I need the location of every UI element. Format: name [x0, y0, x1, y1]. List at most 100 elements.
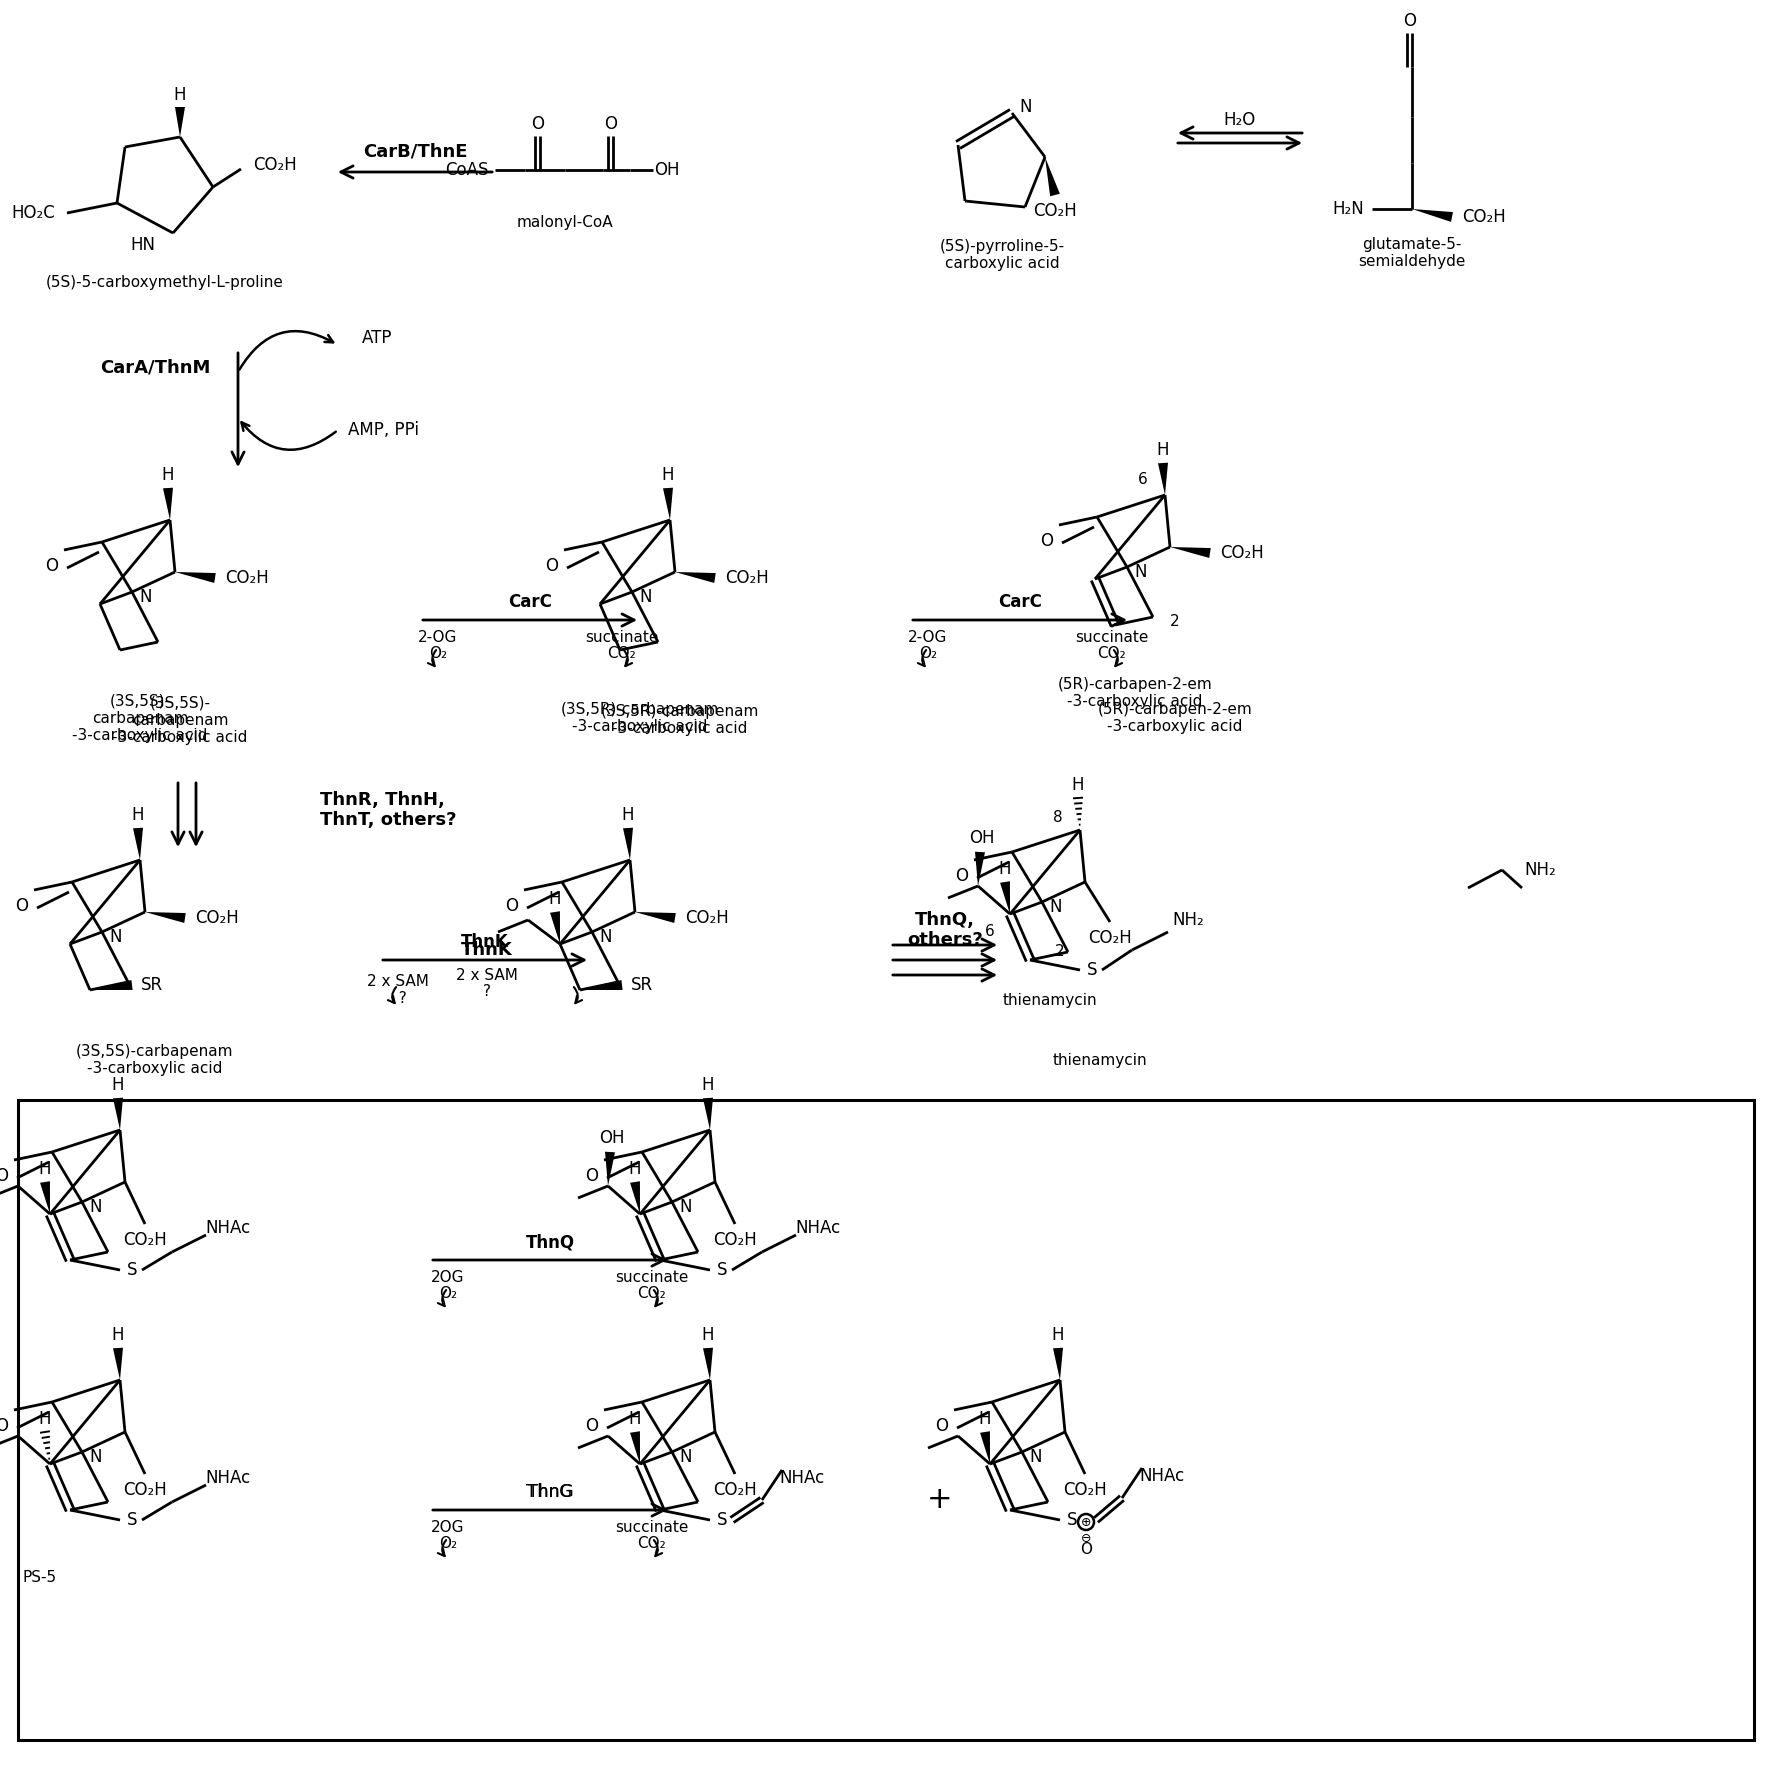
Text: NHAc: NHAc [206, 1219, 250, 1236]
Polygon shape [113, 1098, 122, 1130]
Polygon shape [549, 911, 560, 945]
Text: O: O [546, 556, 558, 576]
Polygon shape [163, 487, 174, 519]
Text: NHAc: NHAc [796, 1219, 840, 1236]
Text: 2 x SAM
  ?: 2 x SAM ? [367, 973, 429, 1007]
Text: S: S [1067, 1512, 1077, 1529]
Text: (3S,5R)-carbapenam
-3-carboxylic acid: (3S,5R)-carbapenam -3-carboxylic acid [601, 705, 758, 736]
Text: ⊖: ⊖ [1081, 1531, 1092, 1545]
Polygon shape [145, 911, 186, 924]
Text: (5R)-carbapen-2-em
-3-carboxylic acid: (5R)-carbapen-2-em -3-carboxylic acid [1097, 701, 1253, 735]
Text: O: O [585, 1416, 599, 1436]
Text: S: S [1086, 961, 1097, 978]
Text: H: H [39, 1160, 51, 1178]
Text: O: O [955, 867, 969, 885]
Polygon shape [1170, 547, 1210, 558]
Text: N: N [140, 588, 152, 606]
Text: (5S)-pyrroline-5-
carboxylic acid: (5S)-pyrroline-5- carboxylic acid [939, 238, 1065, 272]
Text: O₂: O₂ [439, 1286, 457, 1300]
Text: N: N [90, 1448, 103, 1466]
Text: CO₂H: CO₂H [1462, 208, 1506, 226]
Text: CO₂H: CO₂H [712, 1231, 757, 1249]
Text: 2-OG: 2-OG [909, 630, 948, 646]
Text: SR: SR [142, 977, 163, 994]
Text: HN: HN [131, 237, 156, 254]
Text: 6: 6 [985, 924, 994, 940]
Polygon shape [999, 881, 1010, 915]
Text: H: H [629, 1409, 641, 1429]
Text: N: N [1019, 97, 1033, 117]
Text: H₂N: H₂N [1333, 200, 1364, 217]
Text: ThnQ: ThnQ [526, 1233, 574, 1250]
Text: H: H [1157, 442, 1170, 459]
Text: O: O [532, 115, 544, 132]
Text: N: N [1049, 897, 1061, 917]
Polygon shape [980, 1430, 991, 1464]
Polygon shape [631, 1181, 640, 1213]
Text: CO₂H: CO₂H [122, 1231, 167, 1249]
Text: CO₂H: CO₂H [225, 569, 269, 586]
Text: N: N [110, 927, 122, 947]
Text: O: O [16, 897, 28, 915]
Text: O₂: O₂ [439, 1535, 457, 1551]
Text: CO₂H: CO₂H [1063, 1482, 1108, 1499]
Polygon shape [41, 1181, 50, 1213]
Text: CoAS: CoAS [445, 161, 489, 178]
Text: (3S,5S)-
carbapenam
-3-carboxylic acid: (3S,5S)- carbapenam -3-carboxylic acid [73, 692, 207, 743]
Text: S: S [128, 1512, 136, 1529]
Text: H: H [1072, 775, 1084, 795]
Text: NHAc: NHAc [206, 1469, 250, 1487]
Text: CO₂H: CO₂H [725, 569, 769, 586]
Text: O: O [585, 1167, 599, 1185]
Text: CO₂H: CO₂H [686, 909, 728, 927]
Text: CO₂H: CO₂H [1221, 544, 1263, 562]
Text: CO₂: CO₂ [638, 1535, 666, 1551]
Text: CO₂H: CO₂H [253, 155, 298, 175]
Text: NH₂: NH₂ [1524, 862, 1556, 879]
Text: H: H [112, 1075, 124, 1093]
Polygon shape [624, 828, 633, 860]
Text: +: + [927, 1485, 953, 1515]
Text: NHAc: NHAc [780, 1469, 824, 1487]
Text: 2OG: 2OG [431, 1521, 464, 1535]
Polygon shape [1159, 463, 1168, 494]
Text: ThnG: ThnG [528, 1483, 572, 1501]
Text: N: N [640, 588, 652, 606]
Text: CarB/ThnE: CarB/ThnE [363, 143, 468, 161]
Text: thienamycin: thienamycin [1003, 992, 1097, 1007]
Text: H: H [702, 1075, 714, 1093]
Text: ?: ? [484, 984, 491, 1000]
Text: CO₂: CO₂ [1097, 646, 1127, 660]
Text: H: H [629, 1160, 641, 1178]
Polygon shape [1045, 157, 1060, 196]
Text: ThnG: ThnG [526, 1483, 574, 1501]
Polygon shape [1412, 208, 1453, 223]
Text: NH₂: NH₂ [1171, 911, 1203, 929]
Text: AMP, PPi: AMP, PPi [347, 420, 418, 440]
Polygon shape [579, 980, 622, 991]
Text: CO₂H: CO₂H [122, 1482, 167, 1499]
Polygon shape [675, 572, 716, 583]
Polygon shape [1053, 1347, 1063, 1379]
Polygon shape [175, 108, 184, 138]
Text: N: N [1030, 1448, 1042, 1466]
Text: (5S)-5-carboxymethyl-L-proline: (5S)-5-carboxymethyl-L-proline [46, 275, 284, 290]
Text: H: H [39, 1409, 51, 1429]
Text: ThnQ,
others?: ThnQ, others? [907, 911, 983, 950]
Text: succinate: succinate [615, 1270, 689, 1286]
Text: O: O [0, 1167, 9, 1185]
Text: S: S [716, 1261, 727, 1279]
Text: CarC: CarC [509, 593, 551, 611]
Text: N: N [1134, 563, 1146, 581]
Polygon shape [634, 911, 675, 924]
Text: H: H [131, 805, 144, 825]
Text: H: H [622, 805, 634, 825]
Text: S: S [716, 1512, 727, 1529]
Text: 2: 2 [1170, 615, 1180, 629]
Text: 2 x SAM: 2 x SAM [455, 968, 517, 982]
Text: CarA/ThnM: CarA/ThnM [99, 358, 211, 376]
Text: ThnR, ThnH,
ThnT, others?: ThnR, ThnH, ThnT, others? [321, 791, 457, 830]
Text: PS-5: PS-5 [23, 1570, 57, 1586]
Polygon shape [663, 487, 673, 519]
Text: NHAc: NHAc [1139, 1468, 1185, 1485]
